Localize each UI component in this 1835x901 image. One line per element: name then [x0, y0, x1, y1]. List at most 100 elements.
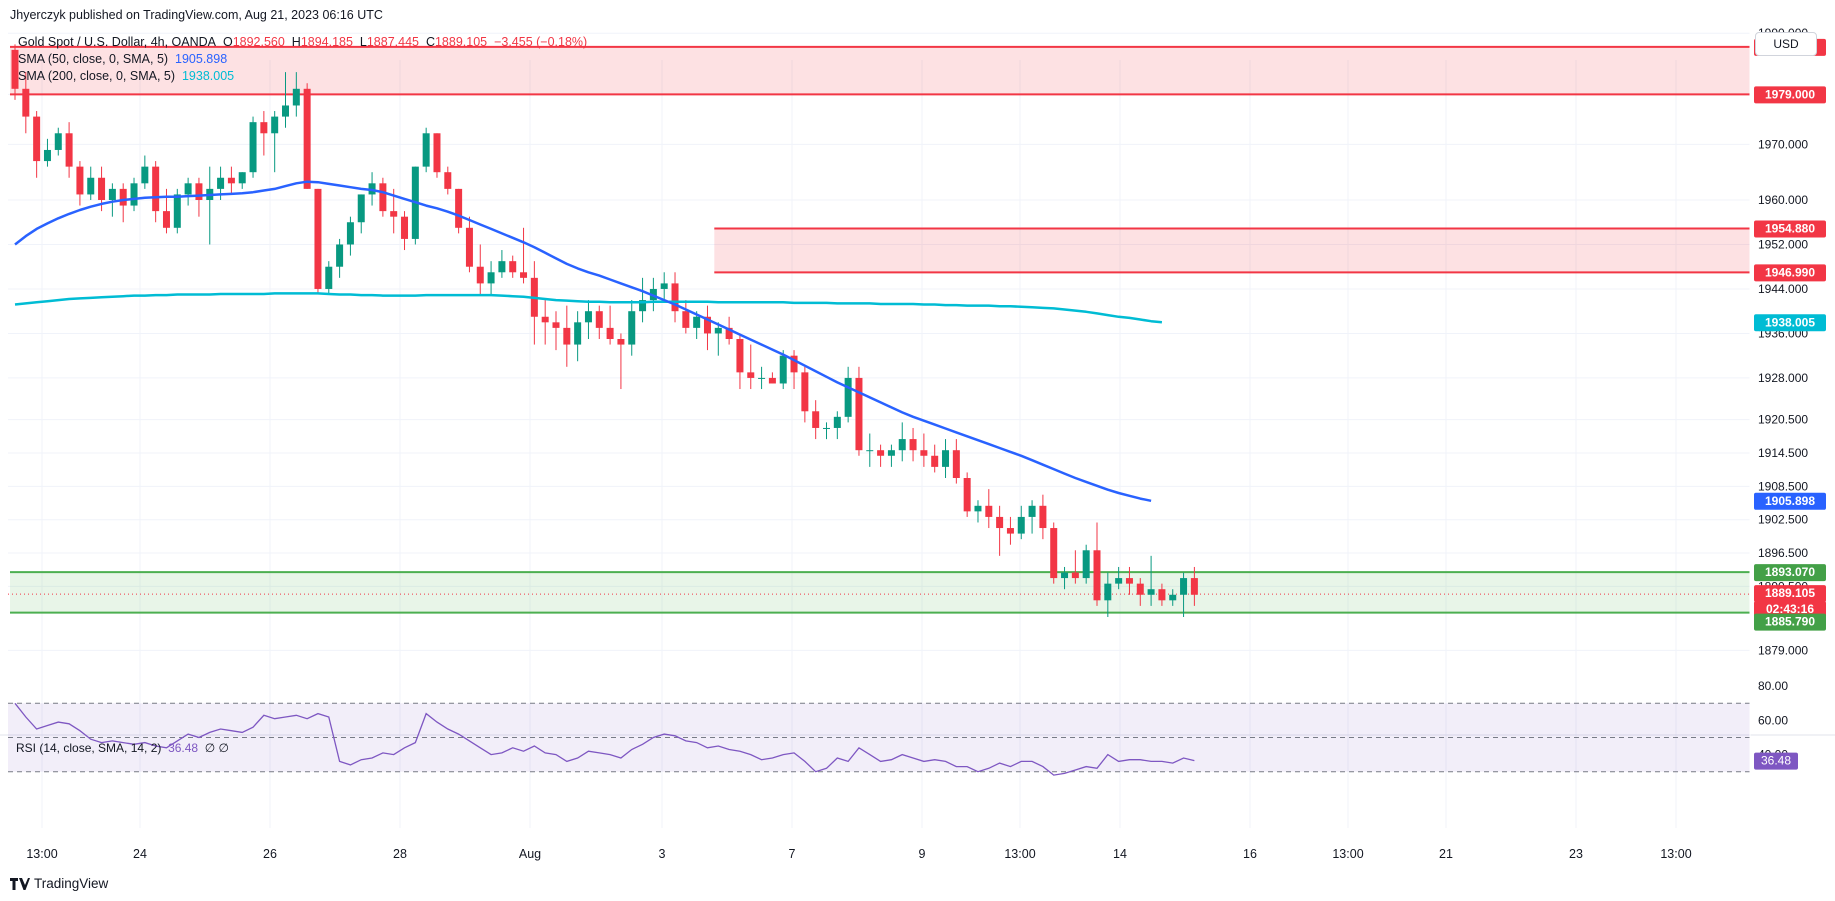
candle — [206, 166, 214, 245]
candle — [1136, 578, 1144, 606]
candle — [1180, 572, 1188, 617]
y-tick-label: 1902.500 — [1758, 513, 1808, 527]
candle-body — [563, 327, 571, 345]
candle-body — [963, 478, 971, 512]
candle-body — [1136, 583, 1144, 595]
candle — [455, 188, 463, 234]
candle — [43, 138, 51, 167]
candle-body — [1061, 572, 1069, 579]
candle-body — [238, 172, 246, 184]
currency-button[interactable]: USD — [1755, 32, 1817, 56]
candle-body — [162, 211, 170, 228]
resistance-zone — [10, 46, 1750, 95]
candle — [768, 372, 776, 384]
candle — [65, 122, 73, 178]
candle — [877, 444, 885, 467]
footer-brand[interactable]: TradingView — [10, 876, 108, 891]
candle-body — [325, 266, 333, 289]
candle-body — [801, 372, 809, 412]
footer-brand-label: TradingView — [34, 876, 109, 891]
candle — [866, 433, 874, 467]
rsi-legend[interactable]: RSI (14, close, SMA, 14, 2) 36.48 ∅ ∅ — [16, 741, 229, 755]
candle-body — [455, 188, 463, 228]
candle-body — [812, 411, 820, 428]
sma200-label: SMA (200, close, 0, SMA, 5) — [18, 69, 176, 83]
candle-body — [1169, 594, 1177, 601]
x-tick-label: Aug — [519, 847, 541, 861]
price-label-resistance: 1979.000 — [1765, 87, 1815, 101]
rsi-pane — [8, 702, 1750, 776]
candle-body — [1006, 528, 1014, 534]
grid-lines — [8, 32, 1750, 828]
candle-body — [1017, 516, 1025, 534]
candle — [909, 427, 917, 462]
low-label: L — [359, 35, 367, 49]
candle — [433, 133, 441, 178]
candle-body — [747, 372, 755, 378]
symbol-legend[interactable]: Gold Spot / U.S. Dollar, 4h, OANDA O1892… — [18, 35, 587, 49]
candle-body — [520, 272, 528, 278]
sma50-legend[interactable]: SMA (50, close, 0, SMA, 5) 1905.898 — [18, 52, 227, 66]
price-label-last: 1889.105 — [1765, 586, 1815, 600]
candle — [920, 433, 928, 467]
price-badge-support — [1754, 564, 1826, 582]
rsi-value-label: 36.48 — [1761, 754, 1791, 768]
candle — [487, 261, 495, 295]
x-tick-label: 16 — [1243, 847, 1257, 861]
price-badge-support — [1754, 613, 1826, 631]
candle-body — [357, 194, 365, 223]
candle — [401, 211, 409, 251]
candle-body — [336, 244, 344, 267]
y-tick-label: 1928.000 — [1758, 371, 1808, 385]
candle — [703, 305, 711, 351]
candle — [292, 72, 300, 117]
candle-body — [54, 133, 62, 150]
rsi-tick-label: 80.00 — [1758, 679, 1788, 693]
x-tick-label: 13:00 — [1004, 847, 1035, 861]
candle — [498, 250, 506, 278]
candle-body — [282, 105, 289, 117]
candle — [76, 161, 84, 206]
candle — [184, 177, 192, 206]
sma200-legend[interactable]: SMA (200, close, 0, SMA, 5) 1938.005 — [18, 69, 234, 83]
price-label-resistance: 1946.990 — [1765, 265, 1815, 279]
candle — [303, 83, 311, 189]
candle-body — [98, 177, 106, 200]
candle — [1071, 550, 1079, 584]
change-value: −3.455 (−0.18%) — [494, 35, 588, 49]
candle — [249, 116, 257, 178]
candle-body — [195, 183, 203, 200]
candle — [1093, 522, 1101, 606]
high-label: H — [291, 35, 301, 49]
candle-body — [866, 450, 874, 452]
candle — [346, 216, 354, 256]
x-tick-label: 23 — [1569, 847, 1583, 861]
time-axis: 13:00 24 26 28 Aug 3 7 9 13:00 14 16 13:00 21 23 13:00 — [26, 847, 1691, 861]
candle-body — [87, 177, 95, 195]
candle — [747, 344, 755, 390]
x-tick-label: 3 — [659, 847, 666, 861]
candle-body — [227, 177, 235, 184]
low-value: 1887.445 — [366, 35, 419, 49]
candle-body — [877, 450, 885, 456]
y-tick-label: 1914.500 — [1758, 446, 1808, 460]
tradingview-logo-icon — [10, 877, 30, 890]
candle — [260, 111, 268, 156]
sma50-value: 1905.898 — [175, 52, 228, 66]
price-badge-resistance — [1754, 86, 1826, 104]
candle — [444, 166, 452, 195]
candle-body — [271, 116, 279, 134]
candle-body — [974, 505, 982, 512]
sma200-value: 1938.005 — [181, 69, 235, 83]
candle — [1082, 544, 1090, 584]
y-tick-label: 1952.000 — [1758, 237, 1808, 251]
candle-body — [1104, 583, 1112, 601]
candle-body — [942, 450, 950, 467]
symbol-title: Gold Spot / U.S. Dollar, 4h, OANDA — [18, 35, 216, 49]
candle-body — [173, 194, 181, 228]
candle-body — [1028, 505, 1036, 517]
candle — [1125, 566, 1133, 595]
candle-body — [76, 166, 84, 195]
candle — [823, 422, 830, 440]
